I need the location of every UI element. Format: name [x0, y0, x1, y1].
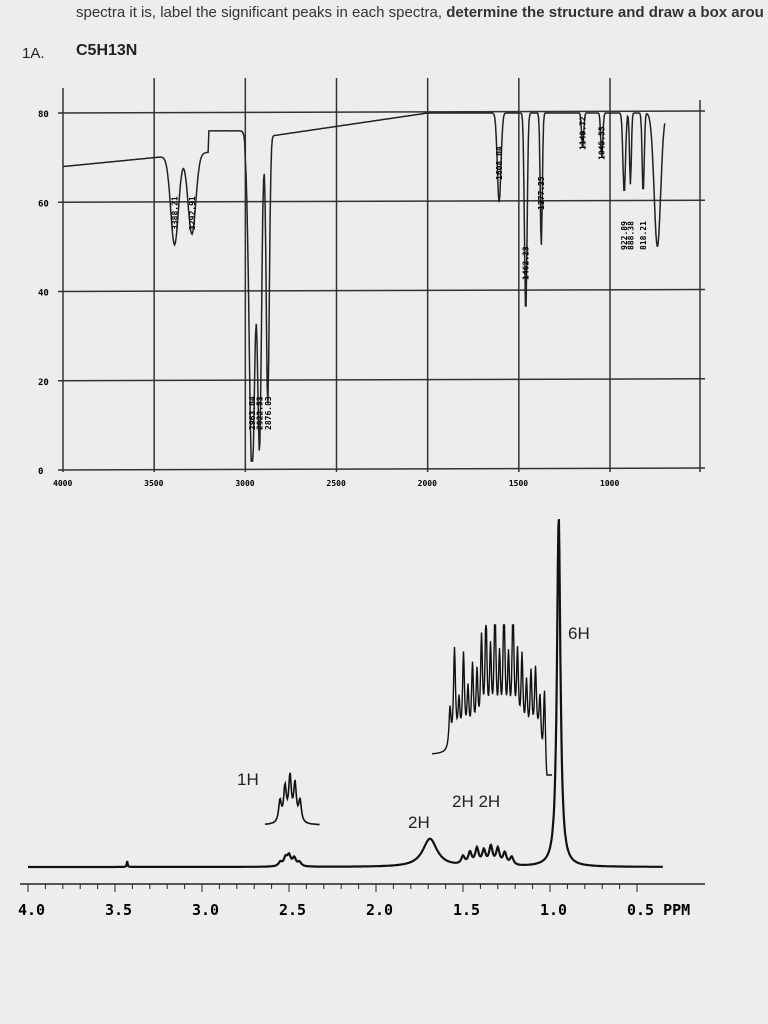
ir-x-tick: 2500 — [327, 479, 346, 488]
ir-x-tick: 3500 — [144, 479, 163, 488]
integration-2h-2h: 2H 2H — [452, 792, 501, 811]
instruction-text: spectra it is, label the significant pea… — [76, 4, 764, 21]
ir-gridline-h — [57, 378, 706, 382]
ir-peak-label: 2876.83 — [264, 396, 273, 430]
nmr-x-tick: 1.0 — [540, 901, 567, 919]
ir-peak-label: 3388.21 — [171, 196, 180, 230]
ir-peak-label: 1377.35 — [537, 176, 546, 210]
ir-gridline-h — [57, 467, 706, 471]
nmr-trace — [28, 519, 663, 869]
integration-6h: 6H — [568, 624, 590, 643]
nmr-x-tick: 0.5 PPM — [627, 901, 690, 919]
ir-gridline-h — [57, 110, 706, 114]
molecular-formula: C5H13N — [76, 42, 138, 59]
ir-y-tick: 40 — [38, 289, 49, 299]
ir-peak-label: 3292.91 — [188, 196, 197, 230]
ir-x-tick: 2000 — [418, 479, 437, 488]
ir-spectrum: 80 60 40 20 0 4000 3500 3000 2500 2000 1500 1000 338… — [38, 78, 706, 488]
ir-gridline-h — [57, 288, 706, 293]
nmr-x-tick: 1.5 — [453, 901, 480, 919]
nmr-inset-multiplet — [432, 624, 552, 776]
ir-y-tick: 0 — [38, 467, 43, 477]
integration-2h: 2H — [408, 813, 430, 832]
instruction-plain: spectra it is, label the significant pea… — [76, 4, 447, 21]
ir-y-tick: 60 — [38, 199, 49, 209]
ir-peak-label: 888.38 — [626, 221, 635, 250]
nmr-x-tick: 4.0 — [18, 901, 45, 919]
nmr-x-tick: 3.0 — [192, 901, 219, 919]
nmr-x-tick: 3.5 — [105, 901, 132, 919]
ir-peak-label: 1462.23 — [522, 246, 531, 280]
nmr-inset-1h — [264, 772, 320, 826]
question-number: 1A. — [22, 45, 45, 62]
ir-trace — [63, 112, 666, 462]
ir-x-tick: 1000 — [600, 479, 619, 488]
ir-gridline-h — [57, 199, 706, 203]
nmr-x-tick: 2.5 — [279, 901, 306, 919]
ir-x-tick: 4000 — [53, 479, 72, 488]
integration-1h: 1H — [237, 770, 259, 789]
ir-peak-label: 1045.55 — [598, 126, 607, 160]
ir-peak-label: 1608.04 — [495, 146, 504, 180]
ir-y-tick: 20 — [38, 378, 49, 388]
ir-x-tick: 1500 — [509, 479, 528, 488]
instruction-bold: determine the structure and draw a box a… — [446, 4, 764, 21]
ir-x-tick: 3000 — [235, 479, 254, 488]
ir-peak-label: 922.89 — [620, 221, 629, 250]
ir-peak-label: 2963.04 — [248, 396, 257, 430]
ir-peak-label: 2922.53 — [255, 396, 264, 430]
nmr-x-tick: 2.0 — [366, 901, 393, 919]
ir-peak-label: 1149.72 — [579, 116, 588, 150]
ir-peak-label: 818.21 — [639, 221, 648, 250]
ir-y-tick: 80 — [38, 110, 49, 120]
